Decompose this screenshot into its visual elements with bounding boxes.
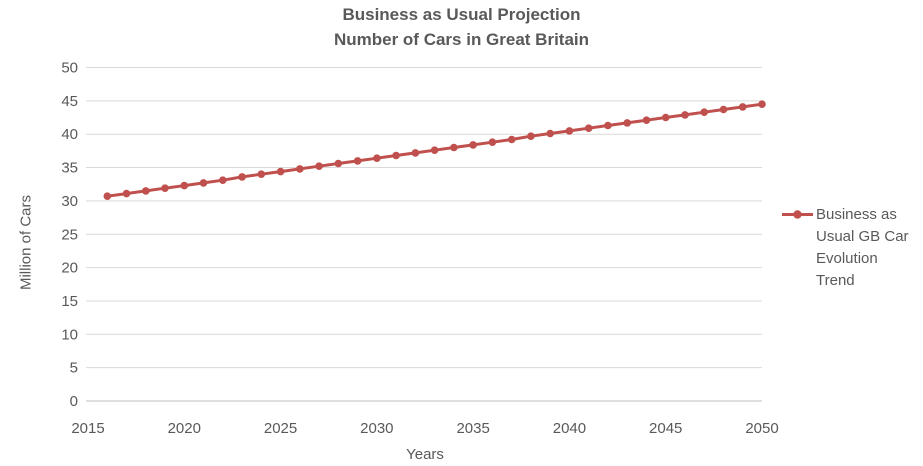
data-point-marker <box>257 170 266 178</box>
data-point-marker <box>604 121 612 130</box>
y-tick-label: 45 <box>61 93 78 110</box>
legend: Business as Usual GB Car Evolution Trend <box>781 204 921 292</box>
data-point-marker <box>411 149 420 157</box>
data-point-marker <box>565 127 574 135</box>
data-point-marker <box>122 189 131 198</box>
data-point-marker <box>507 135 516 144</box>
data-point-marker <box>758 100 766 108</box>
y-tick-label: 40 <box>61 126 78 143</box>
data-point-marker <box>430 146 439 154</box>
data-point-marker <box>353 157 362 165</box>
x-tick-label: 2050 <box>745 420 778 437</box>
data-point-marker <box>199 179 208 187</box>
data-point-marker <box>584 124 593 132</box>
data-point-marker <box>142 187 150 195</box>
data-point-marker <box>700 108 708 116</box>
x-tick-label: 2040 <box>553 420 586 437</box>
data-point-marker <box>546 129 554 138</box>
x-tick-label: 2035 <box>456 420 489 437</box>
data-point-marker <box>527 132 535 140</box>
y-tick-label: 20 <box>61 260 78 277</box>
data-point-marker <box>296 165 304 173</box>
x-tick-label: 2025 <box>264 420 297 437</box>
y-tick-label: 5 <box>70 360 78 377</box>
y-tick-label: 25 <box>61 226 78 243</box>
data-point-marker <box>238 173 246 181</box>
chart-title-line1: Business as Usual Projection <box>342 5 581 24</box>
data-point-marker <box>719 105 728 114</box>
legend-label: Business as Usual GB Car Evolution Trend <box>816 206 909 289</box>
x-tick-label: 2015 <box>71 420 104 437</box>
x-tick-label: 2045 <box>649 420 682 437</box>
x-tick-label: 2020 <box>168 420 201 437</box>
data-point-marker <box>334 159 343 168</box>
y-tick-label: 30 <box>61 193 78 210</box>
legend-line-marker-icon <box>782 210 813 219</box>
data-point-marker <box>161 184 169 192</box>
y-tick-label: 15 <box>61 293 78 310</box>
y-tick-label: 0 <box>70 393 78 410</box>
data-point-marker <box>681 111 689 119</box>
data-point-marker <box>738 103 747 111</box>
y-tick-label: 10 <box>61 326 78 343</box>
data-point-marker <box>103 192 112 200</box>
data-point-marker <box>469 141 477 149</box>
data-point-marker <box>315 162 323 170</box>
data-point-marker <box>488 138 497 146</box>
chart-title: Business as Usual Projection Number of C… <box>0 2 923 52</box>
data-point-marker <box>180 181 189 190</box>
x-axis-title: Years <box>406 446 444 463</box>
data-point-marker <box>276 167 285 176</box>
data-point-marker <box>661 113 670 122</box>
chart-title-line2: Number of Cars in Great Britain <box>333 30 590 49</box>
data-point-marker <box>392 151 400 160</box>
data-point-marker <box>642 116 651 124</box>
data-point-marker <box>373 154 381 162</box>
data-point-marker <box>450 143 458 152</box>
data-point-marker <box>219 176 227 184</box>
data-point-marker <box>623 119 631 127</box>
y-tick-label: 50 <box>61 60 78 77</box>
x-tick-label: 2030 <box>360 420 393 437</box>
y-tick-label: 35 <box>61 160 78 177</box>
